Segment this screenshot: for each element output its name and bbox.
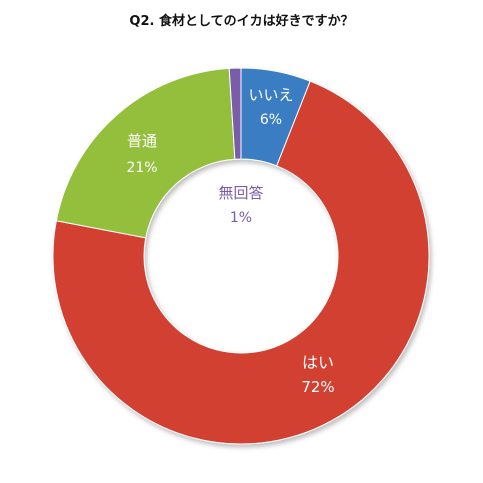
slice-label-1: いいえ [248,86,293,104]
slice-2 [52,80,430,445]
slice-label-2: はい [302,353,334,372]
slice-3 [55,67,236,239]
slice-label-3: 普通 [127,132,157,150]
slice-value-4: 1% [230,210,252,226]
slice-value-3: 21% [126,160,157,176]
slice-value-2: 72% [301,378,334,396]
slice-label-4: 無回答 [218,184,263,202]
donut-labels: いいえ 6% はい 72% 普通 21% 無回答 1% [126,86,334,396]
chart-title: Q2. 食材としてのイカは好きですか？ [129,14,354,29]
donut-slices [52,67,430,445]
slice-value-1: 6% [260,112,282,128]
slice-4 [228,67,242,160]
